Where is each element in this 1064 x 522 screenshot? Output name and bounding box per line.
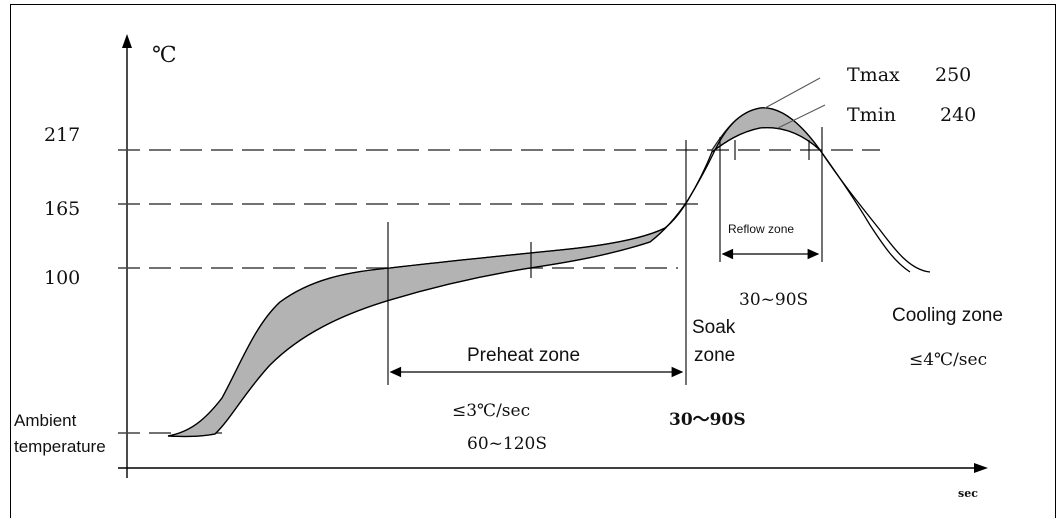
profile-upper — [167, 107, 931, 437]
ambient-label-line2: temperature — [14, 437, 106, 456]
x-unit-label: sec — [958, 487, 978, 500]
preheat-rate-label: ≤3℃/sec — [452, 401, 530, 421]
tmax-value: 250 — [935, 64, 971, 86]
cooling-zone-label: Cooling zone — [892, 305, 1003, 326]
preheat-time-label: 60~120S — [467, 434, 547, 454]
reflow-zone-label: Reflow zone — [728, 222, 794, 236]
soak-time-label: 30～90S — [669, 410, 746, 430]
soak-label-line1: Soak — [692, 317, 736, 338]
tmin-label: Tmin — [847, 104, 896, 126]
y-tick-165: 165 — [44, 198, 80, 220]
y-unit-label: ℃ — [152, 43, 177, 68]
cooling-rate-label: ≤4℃/sec — [909, 350, 987, 370]
profile-lower — [167, 126, 911, 438]
profile-band — [167, 199, 689, 438]
reflow-time-label: 30~90S — [739, 290, 808, 310]
soak-label-line2: zone — [694, 345, 735, 366]
tmax-label: Tmax — [847, 64, 900, 86]
y-tick-100: 100 — [44, 267, 80, 289]
preheat-zone-label: Preheat zone — [467, 345, 580, 366]
y-axis-arrowhead — [122, 34, 132, 48]
tmin-value: 240 — [940, 104, 976, 126]
tmin-leader — [777, 104, 826, 129]
y-tick-217: 217 — [44, 124, 80, 146]
ambient-label-line1: Ambient — [14, 411, 77, 430]
x-axis-arrowhead — [974, 463, 988, 473]
diagram-frame — [10, 4, 1056, 518]
tmax-leader — [764, 77, 821, 109]
